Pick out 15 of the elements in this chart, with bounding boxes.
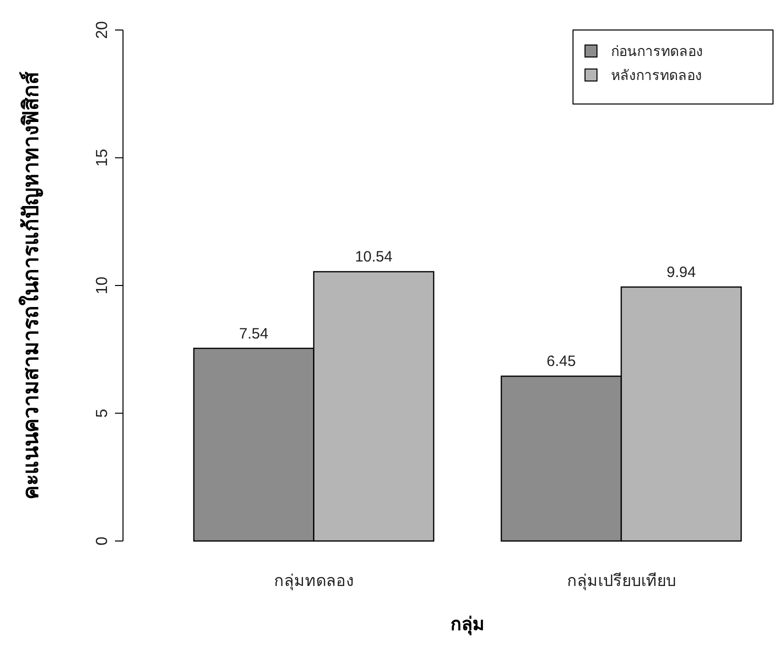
legend-label: ก่อนการทดลอง [611,43,703,59]
x-tick-label: กลุ่มทดลอง [274,573,354,591]
x-axis-title: กลุ่ม [450,614,484,636]
y-tick-label: 15 [94,148,112,167]
data-label: 10.54 [354,248,392,266]
y-tick-label: 10 [94,276,112,294]
y-tick-label: 0 [94,536,112,546]
y-axis-title: คะแนนความสามารถในการแก้ปัญหาทางฟิสิกส์ [18,72,44,500]
y-tick-label: 20 [94,21,112,39]
y-tick-label: 5 [94,408,112,418]
legend-label: หลังการทดลอง [611,67,702,83]
x-tick-label: กลุ่มเปรียบเทียบ [566,572,676,591]
data-label: 9.94 [666,264,696,282]
data-label: 6.45 [546,353,576,370]
data-label: 7.54 [239,325,268,342]
